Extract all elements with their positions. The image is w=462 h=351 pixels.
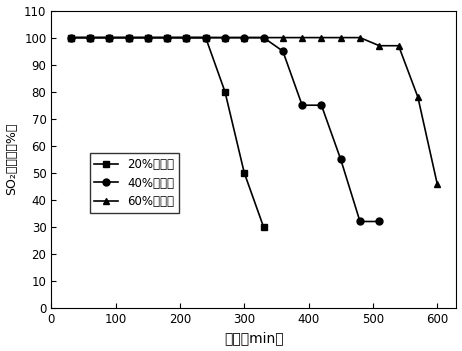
60%离子液 — [183, 35, 189, 40]
60%离子液 — [299, 35, 305, 40]
20%离子液 — [126, 35, 131, 40]
20%离子液 — [183, 35, 189, 40]
Line: 20%离子液: 20%离子液 — [67, 34, 267, 230]
60%离子液 — [222, 35, 228, 40]
40%离子液 — [126, 35, 131, 40]
60%离子液 — [434, 181, 440, 186]
40%离子液 — [106, 35, 112, 40]
40%离子液 — [145, 35, 151, 40]
60%离子液 — [319, 35, 324, 40]
40%离子液 — [319, 103, 324, 107]
20%离子液 — [203, 35, 208, 40]
60%离子液 — [145, 35, 151, 40]
Line: 60%离子液: 60%离子液 — [67, 34, 441, 187]
60%离子液 — [68, 35, 73, 40]
60%离子液 — [87, 35, 93, 40]
20%离子液 — [242, 171, 247, 175]
20%离子液 — [164, 35, 170, 40]
40%离子液 — [242, 35, 247, 40]
40%离子液 — [338, 157, 343, 161]
Line: 40%离子液: 40%离子液 — [67, 34, 383, 225]
40%离子液 — [261, 35, 266, 40]
Y-axis label: SO₂去除率（%）: SO₂去除率（%） — [6, 123, 18, 196]
60%离子液 — [357, 35, 363, 40]
60%离子液 — [203, 35, 208, 40]
40%离子液 — [357, 219, 363, 224]
X-axis label: 时间（min）: 时间（min） — [224, 331, 284, 345]
60%离子液 — [338, 35, 343, 40]
Legend: 20%离子液, 40%离子液, 60%离子液: 20%离子液, 40%离子液, 60%离子液 — [90, 153, 179, 213]
40%离子液 — [222, 35, 228, 40]
20%离子液 — [68, 35, 73, 40]
40%离子液 — [183, 35, 189, 40]
20%离子液 — [106, 35, 112, 40]
60%离子液 — [126, 35, 131, 40]
20%离子液 — [222, 90, 228, 94]
40%离子液 — [68, 35, 73, 40]
60%离子液 — [261, 35, 266, 40]
60%离子液 — [377, 44, 382, 48]
20%离子液 — [145, 35, 151, 40]
40%离子液 — [203, 35, 208, 40]
20%离子液 — [87, 35, 93, 40]
20%离子液 — [261, 225, 266, 229]
40%离子液 — [377, 219, 382, 224]
40%离子液 — [299, 103, 305, 107]
40%离子液 — [280, 49, 286, 53]
40%离子液 — [164, 35, 170, 40]
60%离子液 — [106, 35, 112, 40]
60%离子液 — [242, 35, 247, 40]
60%离子液 — [396, 44, 401, 48]
60%离子液 — [280, 35, 286, 40]
40%离子液 — [87, 35, 93, 40]
60%离子液 — [415, 95, 420, 99]
60%离子液 — [164, 35, 170, 40]
